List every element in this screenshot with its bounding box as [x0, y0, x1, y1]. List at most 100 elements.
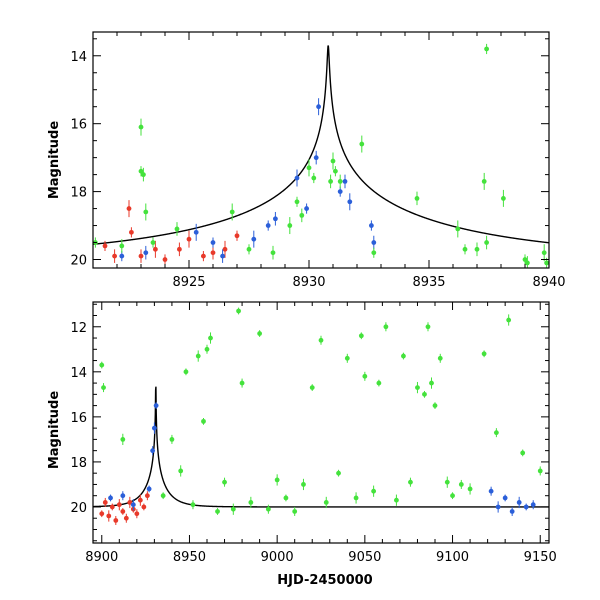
top-blue-point [337, 189, 343, 194]
bottom-green-point [309, 385, 315, 390]
bottom-series-blue [108, 402, 536, 516]
top-green-point [371, 250, 377, 256]
bottom-blue-point [130, 502, 136, 508]
top-red-point [186, 236, 192, 242]
top-y-tick-label: 14 [70, 50, 87, 65]
top-green-point [270, 250, 276, 256]
bottom-green-point [422, 391, 427, 397]
bottom-blue-point [509, 509, 515, 514]
bottom-green-point [160, 493, 166, 499]
top-model-curve [93, 45, 549, 245]
top-frame [92, 31, 550, 269]
top-blue-point [369, 223, 374, 228]
bottom-model-curve [93, 386, 549, 508]
top-series-green [93, 43, 549, 268]
bottom-green-point [215, 509, 220, 514]
bottom-green-point [230, 506, 236, 512]
top-red-point [210, 250, 216, 256]
bottom-green-point [101, 385, 106, 390]
bottom-y-axis-label: Magnitude [47, 391, 62, 470]
top-green-point [484, 240, 489, 245]
top-red-point [162, 257, 168, 262]
top-series-blue [119, 98, 377, 263]
bottom-green-point [236, 308, 241, 314]
bottom-green-point [520, 450, 526, 456]
top-green-point [229, 209, 235, 215]
bottom-blue-point [502, 495, 508, 501]
top-red-point [201, 253, 206, 259]
bottom-green-point [408, 479, 413, 485]
top-green-point [141, 172, 146, 178]
bottom-green-point [493, 430, 499, 436]
bottom-red-point [141, 504, 147, 510]
top-green-point [150, 240, 156, 245]
top-green-point [501, 195, 506, 201]
bottom-green-point [358, 333, 364, 339]
bottom-green-point [201, 418, 206, 424]
bottom-red-point [109, 504, 115, 510]
top-green-point [328, 179, 333, 184]
bottom-green-point [537, 468, 543, 474]
top-green-point [330, 158, 336, 164]
top-blue-point [294, 175, 300, 181]
top-green-point [306, 165, 312, 171]
bottom-green-point [401, 353, 406, 359]
bottom-green-point [425, 324, 431, 330]
top-blue-point [265, 223, 271, 228]
top-red-point [129, 229, 134, 235]
top-red-point [234, 233, 240, 239]
top-y-tick-label: 20 [70, 254, 87, 269]
bottom-green-point [467, 486, 473, 492]
bottom-red-point [127, 500, 133, 505]
bottom-green-point [432, 403, 438, 409]
bottom-green-point [371, 488, 377, 494]
bottom-blue-point [151, 425, 157, 431]
top-red-point [126, 206, 132, 211]
bottom-red-point [134, 511, 140, 517]
top-blue-point [347, 199, 353, 205]
bottom-green-point [190, 502, 196, 508]
top-blue-point [273, 216, 278, 222]
bottom-green-point [195, 353, 201, 359]
top-green-point [359, 141, 365, 147]
bottom-x-tick-label: 8900 [85, 550, 118, 565]
bottom-green-point [458, 482, 464, 487]
top-blue-point [313, 155, 319, 161]
bottom-green-point [301, 482, 306, 487]
bottom-green-point [383, 324, 389, 330]
bottom-red-point [113, 518, 119, 523]
bottom-green-point [257, 331, 263, 336]
bottom-green-point [208, 335, 213, 341]
top-green-point [299, 212, 305, 218]
top-blue-point [193, 229, 199, 235]
top-blue-point [342, 179, 348, 184]
bottom-green-point [415, 385, 420, 390]
top-y-axis-label: Magnitude [47, 121, 62, 200]
top-blue-point [119, 253, 125, 259]
bottom-green-point [178, 468, 184, 474]
top-x-tick-label: 8930 [292, 275, 325, 290]
bottom-y-tick-label: 18 [70, 456, 87, 471]
bottom-blue-point [108, 495, 113, 501]
top-green-point [333, 168, 338, 174]
bottom-blue-point [530, 502, 536, 508]
top-plot-area [93, 43, 549, 268]
top-blue-point [304, 206, 309, 211]
bottom-blue-point [516, 500, 522, 505]
bottom-red-point [99, 511, 105, 517]
bottom-blue-point [150, 448, 156, 454]
bottom-green-point [183, 369, 189, 375]
bottom-green-point [344, 355, 350, 361]
bottom-green-point [222, 479, 227, 485]
bottom-green-point [248, 500, 254, 505]
bottom-x-tick-label: 9150 [524, 550, 557, 565]
top-blue-point [210, 240, 216, 245]
top-red-point [112, 253, 117, 259]
bottom-plot-area [93, 307, 549, 525]
bottom-y-tick-label: 20 [70, 501, 87, 516]
bottom-red-point [120, 509, 126, 514]
bottom-green-point [318, 337, 324, 343]
bottom-frame [92, 301, 550, 544]
